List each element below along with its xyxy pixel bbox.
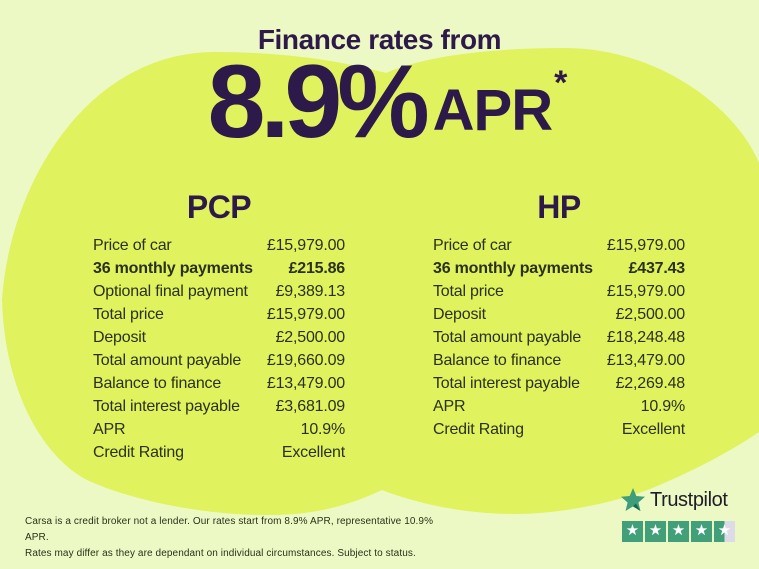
green-blob-shape xyxy=(2,48,759,516)
trustpilot-rating-stars: ★ ★ ★ ★ ★ xyxy=(622,521,740,542)
row-value: 10.9% xyxy=(640,397,686,415)
row-label: Total interest payable xyxy=(433,374,580,392)
table-row: APR 10.9% xyxy=(433,395,685,418)
rate-apr-label: APR xyxy=(432,78,553,143)
rating-star-box: ★ xyxy=(668,521,689,542)
table-row: Total price £15,979.00 xyxy=(433,280,685,303)
row-label: Credit Rating xyxy=(93,443,184,461)
row-value: £2,269.48 xyxy=(615,374,686,392)
row-value: £15,979.00 xyxy=(266,305,345,323)
row-value: £13,479.00 xyxy=(266,374,345,392)
table-row: Deposit £2,500.00 xyxy=(433,303,685,326)
hp-table-rows: Price of car £15,979.00 36 monthly payment… xyxy=(433,234,685,441)
trustpilot-logo: Trustpilot xyxy=(620,487,740,513)
hp-finance-table: HP Price of car £15,979.00 36 monthly paym… xyxy=(433,190,685,441)
row-value: £15,979.00 xyxy=(606,282,685,300)
table-row: Credit Rating Excellent xyxy=(93,441,345,464)
table-row: Price of car £15,979.00 xyxy=(93,234,345,257)
row-label: Deposit xyxy=(433,305,486,323)
row-label: Credit Rating xyxy=(433,420,524,438)
table-row: Optional final payment £9,389.13 xyxy=(93,280,345,303)
table-row: Price of car £15,979.00 xyxy=(433,234,685,257)
rate-headline: 8.9% APR * xyxy=(8,50,759,160)
row-value: £13,479.00 xyxy=(606,351,685,369)
rating-star-box: ★ xyxy=(622,521,643,542)
star-icon: ★ xyxy=(671,521,686,539)
row-value: £18,248.48 xyxy=(606,328,685,346)
row-label: 36 monthly payments xyxy=(93,259,253,277)
table-row: Total amount payable £19,660.09 xyxy=(93,349,345,372)
hp-table-title: HP xyxy=(537,189,581,225)
table-row: Credit Rating Excellent xyxy=(433,418,685,441)
row-value: £215.86 xyxy=(288,259,346,277)
row-label: Balance to finance xyxy=(93,374,222,392)
row-value: £2,500.00 xyxy=(275,328,346,346)
row-label: Optional final payment xyxy=(93,282,248,300)
row-value: £15,979.00 xyxy=(606,236,685,254)
table-row: Balance to finance £13,479.00 xyxy=(433,349,685,372)
star-icon: ★ xyxy=(694,521,709,539)
row-value: 10.9% xyxy=(300,420,346,438)
row-value: Excellent xyxy=(281,443,345,461)
row-value: £15,979.00 xyxy=(266,236,345,254)
row-label: Price of car xyxy=(93,236,172,254)
row-value: £3,681.09 xyxy=(275,397,346,415)
row-value: £19,660.09 xyxy=(266,351,345,369)
row-label: Deposit xyxy=(93,328,146,346)
row-value: £437.43 xyxy=(628,259,686,277)
pcp-finance-table: PCP Price of car £15,979.00 36 monthly pay… xyxy=(93,190,345,464)
trustpilot-brand-text: Trustpilot xyxy=(650,488,728,511)
legal-disclaimer: Carsa is a credit broker not a lender. O… xyxy=(25,514,455,562)
table-row: Balance to finance £13,479.00 xyxy=(93,372,345,395)
table-row: Total interest payable £2,269.48 xyxy=(433,372,685,395)
rate-value: 8.9% xyxy=(207,44,430,160)
star-icon: ★ xyxy=(625,521,640,539)
row-label: APR xyxy=(93,420,126,438)
table-row: 36 monthly payments £215.86 xyxy=(93,257,345,280)
pcp-table-title: PCP xyxy=(186,189,252,225)
row-label: Total interest payable xyxy=(93,397,240,415)
row-value: £2,500.00 xyxy=(615,305,686,323)
star-icon: ★ xyxy=(717,521,732,539)
table-row: Total amount payable £18,248.48 xyxy=(433,326,685,349)
star-icon: ★ xyxy=(648,521,663,539)
row-label: Price of car xyxy=(433,236,512,254)
row-label: APR xyxy=(433,397,466,415)
row-label: Balance to finance xyxy=(433,351,562,369)
row-value: £9,389.13 xyxy=(275,282,346,300)
row-label: 36 monthly payments xyxy=(433,259,593,277)
disclaimer-line: Carsa is a credit broker not a lender. O… xyxy=(25,516,434,543)
row-value: Excellent xyxy=(621,420,685,438)
table-row: Deposit £2,500.00 xyxy=(93,326,345,349)
table-row: 36 monthly payments £437.43 xyxy=(433,257,685,280)
rating-star-box: ★ xyxy=(645,521,666,542)
rate-asterisk: * xyxy=(554,64,568,102)
rating-star-box: ★ xyxy=(714,521,735,542)
page-title: Finance rates from xyxy=(257,24,502,55)
table-row: Total price £15,979.00 xyxy=(93,303,345,326)
trustpilot-widget: Trustpilot ★ ★ ★ ★ ★ xyxy=(620,487,740,542)
row-label: Total price xyxy=(433,282,504,300)
pcp-table-rows: Price of car £15,979.00 36 monthly payment… xyxy=(93,234,345,464)
trustpilot-star-icon xyxy=(620,487,646,511)
row-label: Total amount payable xyxy=(433,328,582,346)
row-label: Total price xyxy=(93,305,164,323)
row-label: Total amount payable xyxy=(93,351,242,369)
table-row: APR 10.9% xyxy=(93,418,345,441)
rating-star-box: ★ xyxy=(691,521,712,542)
table-row: Total interest payable £3,681.09 xyxy=(93,395,345,418)
disclaimer-line: Rates may differ as they are dependant o… xyxy=(25,548,416,559)
